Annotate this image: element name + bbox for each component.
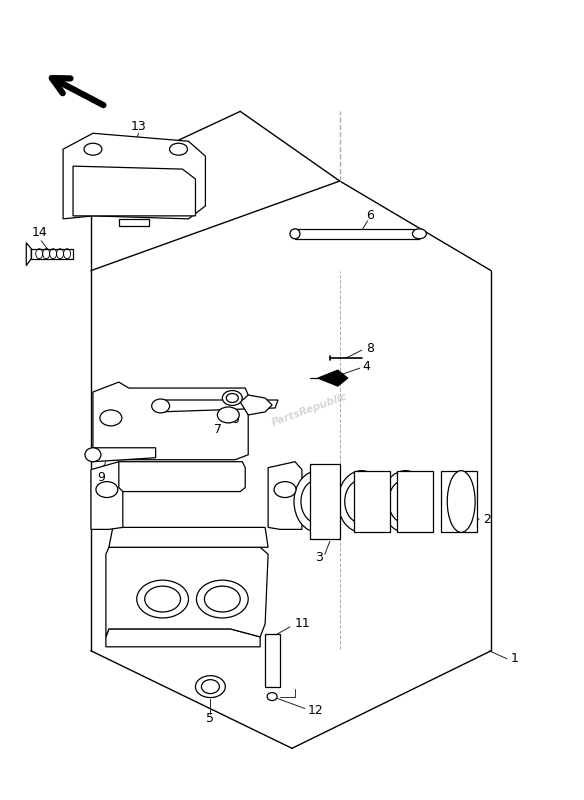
Polygon shape	[93, 448, 156, 462]
Ellipse shape	[137, 580, 189, 618]
Ellipse shape	[196, 580, 248, 618]
Ellipse shape	[196, 676, 225, 698]
Ellipse shape	[388, 480, 422, 523]
Text: 6: 6	[366, 210, 374, 222]
Polygon shape	[119, 462, 245, 491]
Text: 4: 4	[363, 360, 370, 373]
Polygon shape	[310, 464, 340, 539]
Ellipse shape	[294, 470, 342, 532]
Ellipse shape	[85, 448, 101, 462]
Text: 9: 9	[97, 471, 105, 484]
Polygon shape	[119, 219, 149, 226]
Polygon shape	[265, 634, 280, 686]
Text: 13: 13	[131, 120, 147, 133]
Ellipse shape	[204, 586, 240, 612]
Text: 11: 11	[295, 618, 311, 630]
Text: PartsRepublic: PartsRepublic	[270, 391, 349, 428]
Ellipse shape	[290, 229, 300, 238]
Ellipse shape	[152, 399, 169, 413]
Ellipse shape	[96, 482, 118, 498]
Polygon shape	[159, 400, 278, 412]
Polygon shape	[295, 229, 419, 238]
Ellipse shape	[267, 693, 277, 701]
Ellipse shape	[345, 480, 378, 523]
Ellipse shape	[84, 143, 102, 155]
Polygon shape	[106, 629, 260, 647]
Polygon shape	[32, 249, 73, 258]
Text: 12: 12	[308, 704, 324, 717]
Polygon shape	[93, 382, 248, 460]
Ellipse shape	[301, 480, 335, 523]
Ellipse shape	[227, 394, 238, 402]
Ellipse shape	[338, 470, 385, 532]
Text: 3: 3	[315, 550, 323, 564]
Ellipse shape	[145, 586, 180, 612]
Text: 2: 2	[483, 513, 491, 526]
Ellipse shape	[100, 410, 122, 426]
Ellipse shape	[169, 143, 187, 155]
Ellipse shape	[274, 482, 296, 498]
Polygon shape	[26, 242, 32, 266]
Ellipse shape	[223, 390, 242, 406]
Polygon shape	[442, 470, 477, 532]
Text: 8: 8	[366, 342, 374, 354]
Polygon shape	[109, 527, 268, 547]
Polygon shape	[63, 134, 206, 219]
Text: 7: 7	[214, 423, 223, 436]
Text: 10: 10	[224, 414, 240, 426]
Ellipse shape	[381, 470, 429, 532]
Ellipse shape	[412, 229, 426, 238]
Text: 14: 14	[32, 226, 47, 239]
Text: 5: 5	[206, 712, 214, 725]
Polygon shape	[91, 462, 123, 530]
Polygon shape	[106, 547, 268, 637]
Ellipse shape	[217, 407, 239, 423]
Ellipse shape	[201, 680, 220, 694]
Ellipse shape	[447, 470, 475, 532]
Polygon shape	[240, 395, 272, 415]
Polygon shape	[318, 370, 347, 386]
Polygon shape	[354, 470, 390, 532]
Polygon shape	[398, 470, 433, 532]
Polygon shape	[73, 166, 196, 216]
Text: 1: 1	[511, 652, 519, 666]
Polygon shape	[268, 462, 302, 530]
